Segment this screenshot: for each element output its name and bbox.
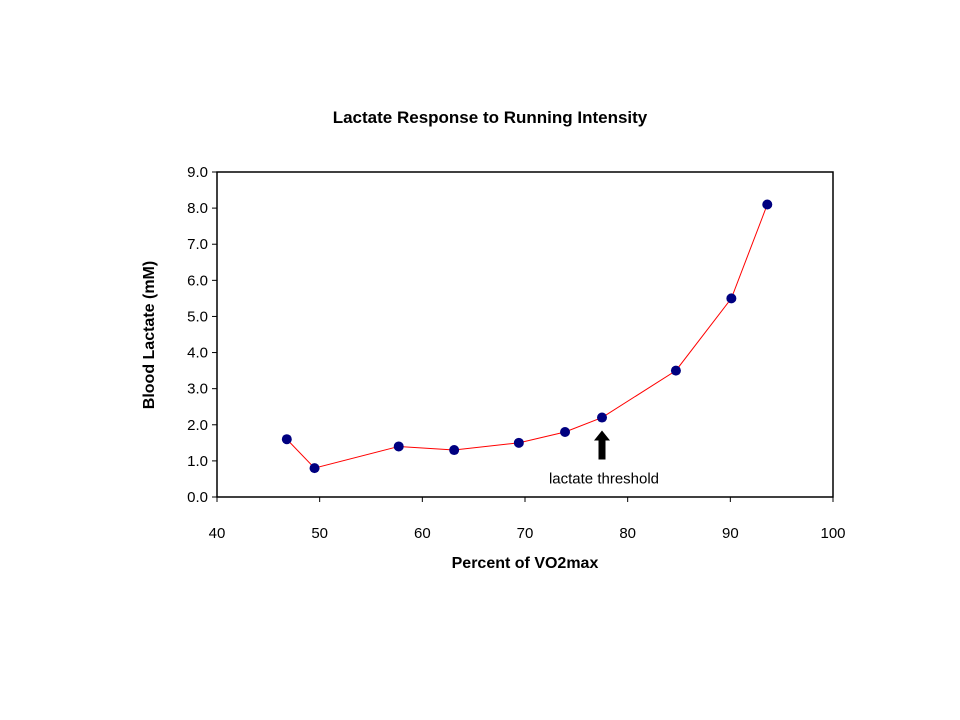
y-tick-label: 8.0 [187,200,208,217]
y-tick-label: 7.0 [187,236,208,253]
data-point [762,199,773,210]
x-tick-label: 90 [722,525,739,542]
x-tick-label: 100 [820,525,845,542]
y-tick-label: 2.0 [187,417,208,434]
data-point [597,412,607,423]
y-tick-label: 5.0 [187,308,208,325]
plot-area-frame [216,171,834,498]
y-tick-label: 3.0 [187,381,208,398]
y-tick-label: 4.0 [187,345,208,362]
data-point [726,293,737,304]
chart-title: Lactate Response to Running Intensity [332,108,648,127]
y-tick-label: 0.0 [187,489,208,506]
threshold-arrow-icon [594,430,610,460]
y-axis-ticks: 0.0 1.0 2.0 3.0 4.0 5.0 6.0 7.0 8.0 9.0 [187,164,217,506]
data-point [281,434,292,445]
y-tick-label: 6.0 [187,272,208,289]
data-points [281,199,773,474]
x-tick-label: 80 [619,525,636,542]
y-tick-label: 9.0 [187,164,208,181]
x-tick-label: 70 [517,525,534,542]
x-axis-title: Percent of VO2max [451,555,599,572]
data-point [670,365,681,376]
y-tick-label: 1.0 [187,453,208,470]
annotation-label: lactate threshold [549,471,659,488]
data-point [513,437,524,448]
data-point [393,441,404,452]
data-point [449,445,460,456]
x-tick-label: 40 [209,525,226,542]
annotations: lactate threshold [549,430,659,488]
x-tick-label: 60 [414,525,431,542]
x-tick-label: 50 [311,525,328,542]
series-line [286,204,768,469]
x-axis-ticks: 40 50 60 70 80 90 100 [209,497,846,542]
data-point [560,427,571,437]
data-point [309,463,320,474]
